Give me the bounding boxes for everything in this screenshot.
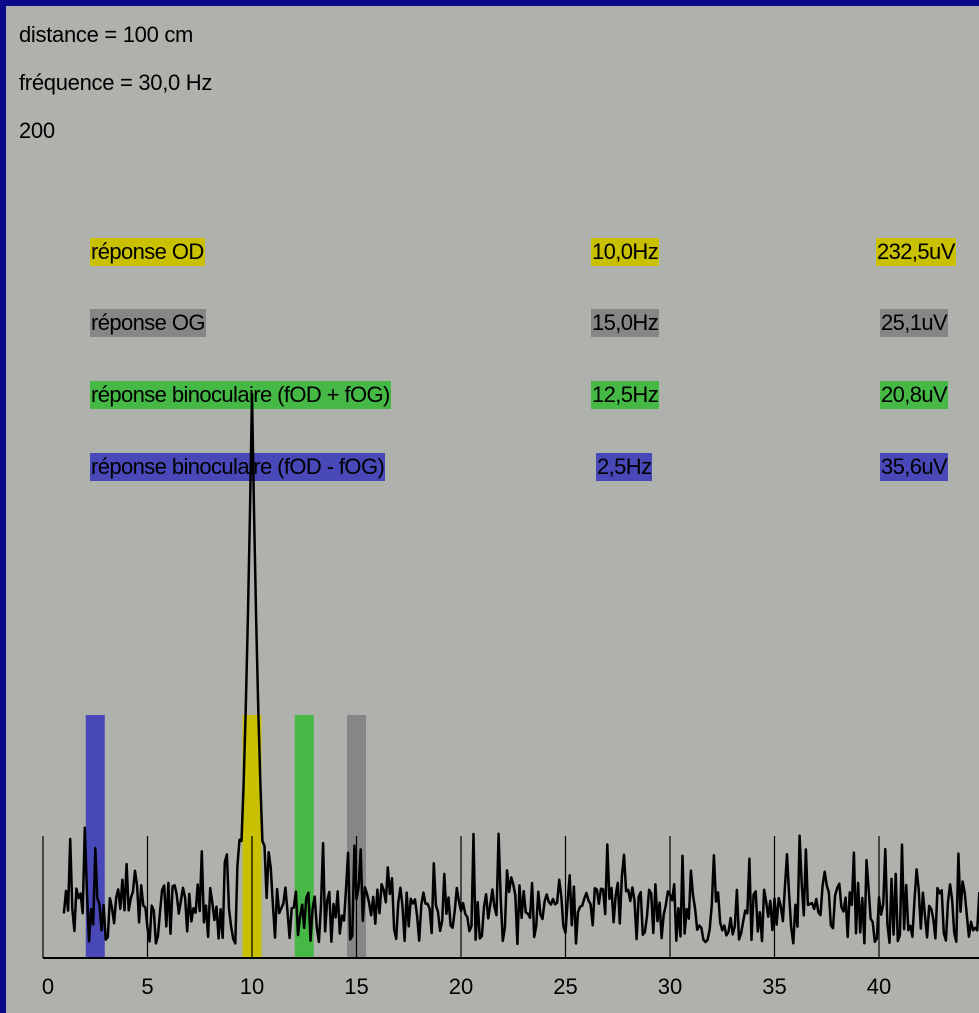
- response-binocular-diff-amplitude: 35,6uV: [880, 453, 949, 481]
- spectrum-panel: distance = 100 cm fréquence = 30,0 Hz 20…: [6, 6, 979, 1013]
- response-binocular-sum-amplitude: 20,8uV: [880, 381, 949, 409]
- response-og-label: réponse OG: [90, 309, 206, 337]
- distance-text: distance = 100 cm: [19, 22, 194, 47]
- scale-text: 200: [19, 118, 55, 143]
- frequency-marker-bar: [85, 715, 105, 958]
- x-tick-label: 30: [658, 974, 682, 999]
- x-tick-label: 15: [344, 974, 368, 999]
- response-binocular-sum-frequency: 12,5Hz: [591, 381, 660, 409]
- response-binocular-sum-label: réponse binoculaire (fOD + fOG): [90, 381, 391, 409]
- x-tick-label: 40: [867, 974, 891, 999]
- x-tick-label: 20: [449, 974, 473, 999]
- x-tick-label: 35: [762, 974, 786, 999]
- response-og-frequency: 15,0Hz: [591, 309, 660, 337]
- x-tick-label: 5: [141, 974, 153, 999]
- response-od-frequency: 10,0Hz: [591, 238, 660, 266]
- spectrum-chart: 0 5 10 15 20 25 30 35 40: [42, 392, 979, 999]
- response-od-label: réponse OD: [90, 238, 205, 266]
- spectrum-trace: [62, 392, 979, 946]
- response-binocular-diff-frequency: 2,5Hz: [596, 453, 653, 481]
- response-binocular-diff-label: réponse binoculaire (fOD - fOG): [90, 453, 386, 481]
- x-tick-label: 0: [42, 974, 54, 999]
- x-tick-label: 10: [240, 974, 264, 999]
- x-tick-label: 25: [553, 974, 577, 999]
- frequency-text: fréquence = 30,0 Hz: [19, 70, 213, 95]
- response-og-amplitude: 25,1uV: [880, 309, 949, 337]
- response-od-amplitude: 232,5uV: [876, 238, 956, 266]
